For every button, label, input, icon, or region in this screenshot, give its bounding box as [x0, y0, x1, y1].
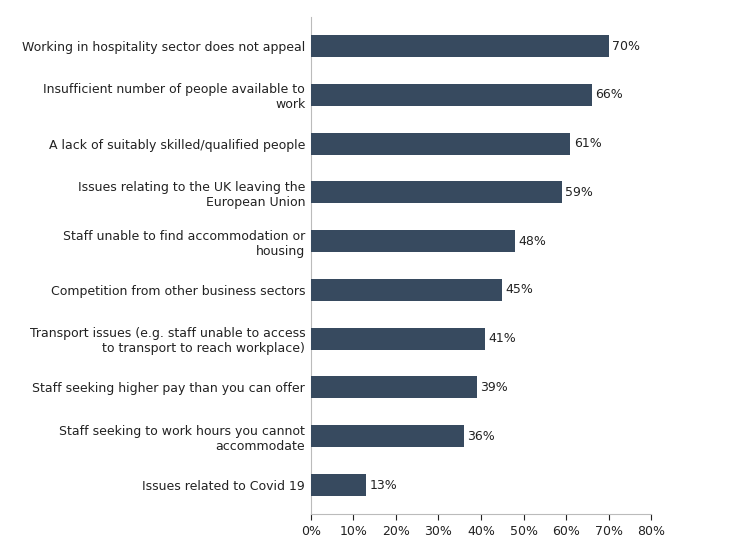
Text: 66%: 66%	[595, 88, 623, 101]
Text: 13%: 13%	[369, 479, 397, 491]
Text: 45%: 45%	[505, 283, 534, 296]
Text: 41%: 41%	[488, 332, 517, 345]
Bar	[311, 181, 562, 203]
Text: 70%: 70%	[612, 40, 640, 53]
Bar	[311, 279, 502, 301]
Text: 59%: 59%	[565, 186, 593, 199]
Text: 61%: 61%	[574, 137, 602, 150]
Bar	[311, 377, 477, 399]
Bar	[311, 328, 485, 350]
Bar	[311, 230, 515, 252]
Bar	[311, 35, 609, 57]
Text: 36%: 36%	[468, 430, 495, 443]
Bar	[311, 425, 464, 447]
Bar	[311, 132, 571, 154]
Text: 48%: 48%	[519, 235, 546, 248]
Text: 39%: 39%	[480, 381, 508, 394]
Bar	[311, 84, 592, 106]
Bar	[311, 474, 366, 496]
